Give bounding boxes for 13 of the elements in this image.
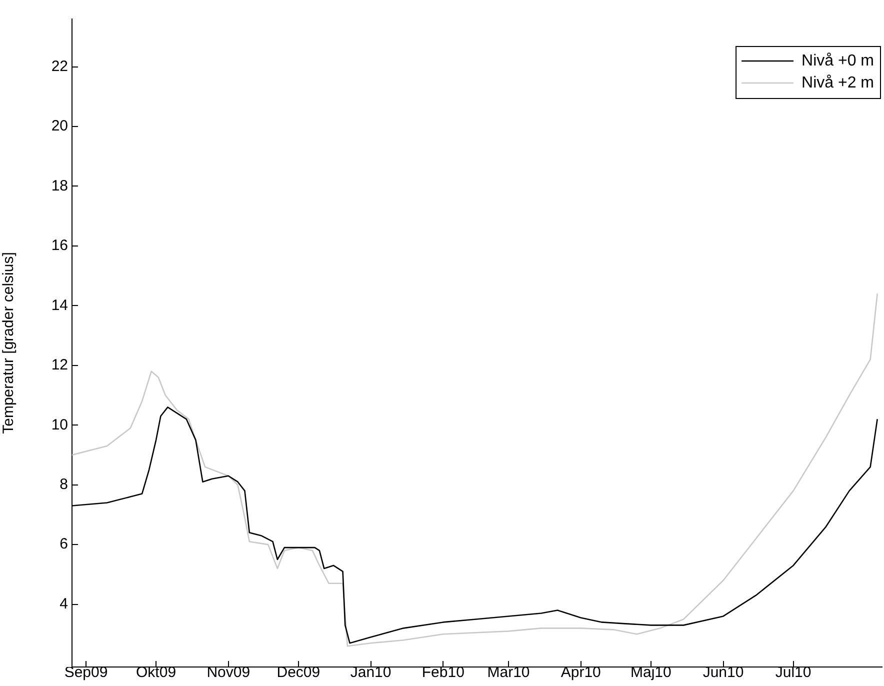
legend-label: Nivå +0 m bbox=[802, 52, 874, 70]
y-tick-label: 14 bbox=[51, 296, 68, 314]
y-axis-title: Temperatur [grader celsius] bbox=[0, 252, 18, 434]
y-tick-label: 16 bbox=[51, 237, 68, 254]
y-tick-label: 6 bbox=[60, 536, 68, 553]
y-tick-label: 8 bbox=[60, 476, 68, 493]
y-tick-label: 10 bbox=[51, 416, 68, 434]
y-tick-label: 18 bbox=[51, 177, 68, 194]
y-tick-label: 22 bbox=[51, 58, 68, 75]
y-tick-label: 20 bbox=[51, 118, 68, 135]
y-tick-label: 12 bbox=[51, 356, 68, 374]
legend-label: Nivå +2 m bbox=[802, 74, 874, 92]
y-tick-label: 4 bbox=[60, 595, 68, 612]
